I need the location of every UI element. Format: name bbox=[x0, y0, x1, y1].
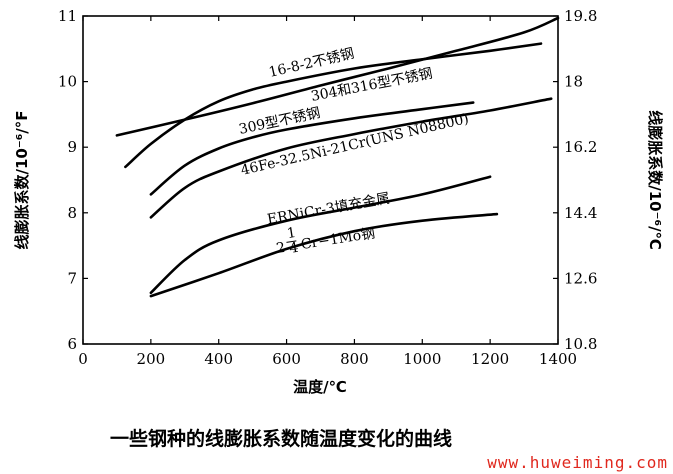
chart-caption: 一些钢种的线膨胀系数随温度变化的曲线 bbox=[110, 427, 452, 450]
label-fraction-whole: 2 bbox=[275, 240, 286, 257]
y-tick-label-left: 10 bbox=[58, 73, 77, 91]
x-tick-label: 800 bbox=[340, 350, 369, 368]
ticks-layer: 0 200 400 600 800 1000 1200 1400 6 7 8 9 10 11 10.8 12.… bbox=[58, 7, 598, 368]
y-tick-label-left: 11 bbox=[58, 7, 77, 25]
y-tick-label-right: 10.8 bbox=[564, 335, 597, 353]
series-line-1 bbox=[124, 42, 543, 169]
y-tick-label-right: 19.8 bbox=[564, 7, 597, 25]
series-line-2 bbox=[149, 101, 475, 196]
y-tick-label-left: 6 bbox=[67, 335, 77, 353]
series-line-0 bbox=[115, 16, 560, 137]
series-line-5 bbox=[149, 212, 499, 298]
x-tick-label: 0 bbox=[78, 350, 88, 368]
x-axis-title: 温度/℃ bbox=[293, 378, 347, 396]
x-tick-label: 200 bbox=[137, 350, 166, 368]
y-tick-label-right: 14.4 bbox=[564, 204, 597, 222]
y-axis-title-right: 线膨胀系数/10⁻⁶/℃ bbox=[646, 110, 664, 249]
y-tick-label-right: 12.6 bbox=[564, 269, 597, 287]
label-fraction-den: 4 bbox=[288, 240, 299, 257]
watermark-text: www.huweiming.com bbox=[487, 453, 668, 472]
label-fraction-num: 1 bbox=[286, 225, 297, 242]
y-tick-label-left: 8 bbox=[67, 204, 77, 222]
x-tick-label: 1000 bbox=[403, 350, 441, 368]
plot-frame bbox=[82, 15, 559, 345]
x-tick-label: 1400 bbox=[539, 350, 577, 368]
label-fraction-bar bbox=[286, 240, 297, 243]
x-tick-label: 1200 bbox=[471, 350, 509, 368]
y-tick-label-left: 7 bbox=[67, 269, 77, 287]
y-tick-label-right: 16.2 bbox=[564, 138, 597, 156]
series-label-ernicr3: ERNiCr-3填充金属 bbox=[266, 191, 391, 228]
series-label-309: 309型不锈钢 bbox=[238, 105, 322, 138]
label-2cr1mo-rest: Cr−1Mo钢 bbox=[300, 226, 376, 254]
y-tick-label-left: 9 bbox=[67, 138, 77, 156]
y-axis-title-left: 线膨胀系数/10⁻⁶/°F bbox=[13, 110, 31, 249]
x-tick-label: 600 bbox=[272, 350, 301, 368]
series-line-3 bbox=[149, 97, 553, 219]
x-tick-label: 400 bbox=[204, 350, 233, 368]
series-line-4 bbox=[149, 175, 492, 295]
y-tick-label-right: 18 bbox=[564, 73, 583, 91]
series-layer bbox=[115, 16, 560, 298]
